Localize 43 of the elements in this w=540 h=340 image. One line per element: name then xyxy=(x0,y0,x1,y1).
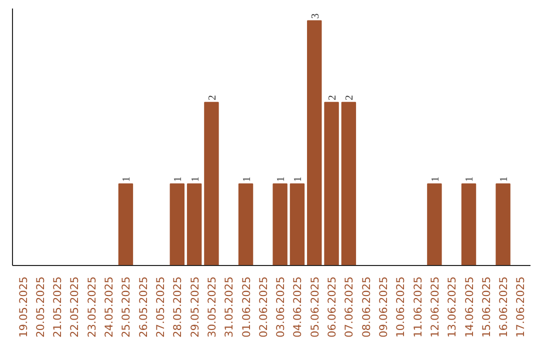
x-tick-label: 22.05.2025 xyxy=(68,276,82,338)
x-tick-label: 04.06.2025 xyxy=(291,276,304,338)
x-tick-label: 19.05.2025 xyxy=(16,276,30,338)
data-label: 1 xyxy=(173,176,184,182)
x-tick-label: 10.06.2025 xyxy=(394,276,408,338)
data-label: 3 xyxy=(310,13,322,19)
data-label: 1 xyxy=(430,176,442,182)
x-tick-label: 02.06.2025 xyxy=(256,276,270,338)
x-tick-label: 14.06.2025 xyxy=(462,276,476,338)
x-tick-label: 24.05.2025 xyxy=(102,276,116,338)
x-tick-label: 05.06.2025 xyxy=(308,276,322,338)
data-label: 2 xyxy=(328,94,339,100)
x-tick-label: 13.06.2025 xyxy=(446,276,459,338)
x-tick-label: 27.05.2025 xyxy=(154,276,168,338)
x-tick-label: 17.06.2025 xyxy=(514,276,528,338)
x-tick-label: 15.06.2025 xyxy=(480,276,493,338)
x-tick-label: 03.06.2025 xyxy=(274,276,288,338)
x-tick-label: 31.05.2025 xyxy=(222,276,236,338)
x-tick-label: 26.05.2025 xyxy=(136,276,150,338)
data-label: 1 xyxy=(242,176,253,182)
data-label: 2 xyxy=(207,94,218,100)
x-tick-label: 07.06.2025 xyxy=(342,276,356,338)
data-label: 1 xyxy=(499,176,510,182)
x-tick-label: 28.05.2025 xyxy=(171,276,184,338)
data-label: 1 xyxy=(122,176,133,182)
x-tick-label: 25.05.2025 xyxy=(120,276,133,338)
x-tick-label: 20.05.2025 xyxy=(34,276,47,338)
x-tick-label: 29.05.2025 xyxy=(188,276,202,338)
x-tick-label: 08.06.2025 xyxy=(360,276,373,338)
x-tick-label: 06.06.2025 xyxy=(326,276,339,338)
data-label: 1 xyxy=(464,176,476,182)
x-tick-label: 16.06.2025 xyxy=(497,276,510,338)
data-label: 1 xyxy=(276,176,288,182)
x-tick-label: 30.05.2025 xyxy=(205,276,218,338)
data-label: 1 xyxy=(293,176,304,182)
x-tick-label: 23.05.2025 xyxy=(85,276,98,338)
x-tick-label: 11.06.2025 xyxy=(411,276,424,338)
x-tick-label: 12.06.2025 xyxy=(428,276,442,338)
x-tick-label: 09.06.2025 xyxy=(376,276,390,338)
x-tick-label: 01.06.2025 xyxy=(240,276,253,338)
x-tick-label: 21.05.2025 xyxy=(51,276,64,338)
data-label: 1 xyxy=(190,176,202,182)
data-label: 2 xyxy=(344,94,356,100)
